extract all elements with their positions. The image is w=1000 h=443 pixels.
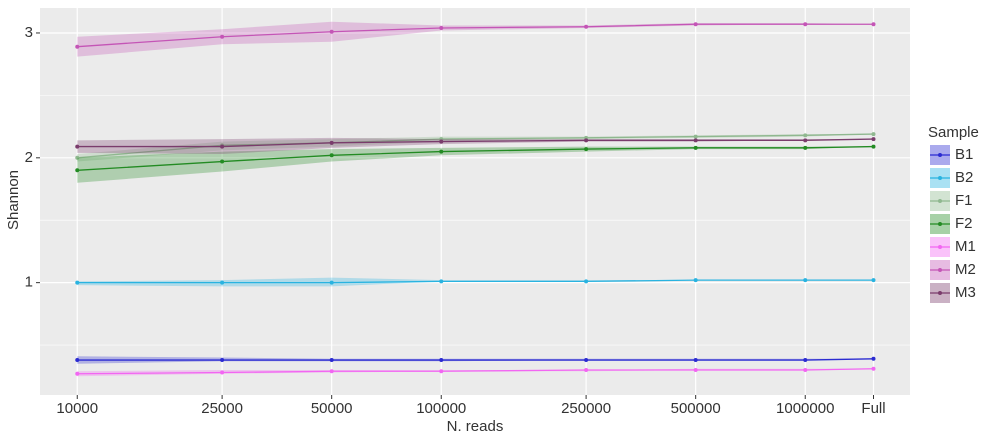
point	[803, 138, 808, 143]
ribbon	[77, 368, 874, 377]
point	[693, 134, 698, 139]
point	[803, 22, 808, 27]
line	[77, 358, 874, 361]
point	[803, 358, 808, 363]
point	[329, 140, 334, 145]
point	[329, 29, 334, 34]
x-tick-label: 250000	[561, 400, 611, 417]
point	[75, 144, 80, 149]
point	[439, 279, 444, 284]
ribbon	[77, 137, 874, 155]
point	[75, 371, 80, 376]
ribbon	[77, 146, 874, 183]
x-tick-label: 100000	[416, 400, 466, 417]
point	[220, 358, 225, 363]
legend-point	[938, 176, 942, 180]
point	[871, 137, 876, 142]
legend-point	[938, 268, 942, 272]
panel	[40, 8, 910, 395]
legend-label: F2	[955, 215, 973, 232]
point	[803, 278, 808, 283]
legend-point	[938, 199, 942, 203]
point	[584, 279, 589, 284]
legend-label: M3	[955, 284, 976, 301]
point	[871, 278, 876, 283]
point	[439, 358, 444, 363]
legend-title: Sample	[928, 124, 979, 141]
point	[693, 138, 698, 143]
point	[75, 168, 80, 173]
point	[220, 34, 225, 39]
ribbon	[77, 277, 874, 287]
point	[803, 133, 808, 138]
point	[439, 369, 444, 374]
x-tick-label: 500000	[671, 400, 721, 417]
line	[77, 368, 874, 375]
legend-label: F1	[955, 192, 973, 209]
point	[220, 144, 225, 149]
point	[329, 358, 334, 363]
legend-label: M1	[955, 238, 976, 255]
line	[77, 138, 874, 148]
point	[871, 356, 876, 361]
point	[220, 159, 225, 164]
x-axis-label: N. reads	[447, 418, 504, 435]
legend-label: B1	[955, 146, 973, 163]
x-tick-label: 50000	[311, 400, 353, 417]
point	[693, 145, 698, 150]
line	[77, 279, 874, 284]
point	[439, 149, 444, 154]
legend-label: B2	[955, 169, 973, 186]
point	[329, 280, 334, 285]
point	[693, 358, 698, 363]
point	[871, 132, 876, 137]
point	[871, 366, 876, 371]
legend-label: M2	[955, 261, 976, 278]
point	[871, 22, 876, 27]
point	[803, 368, 808, 373]
legend-point	[938, 153, 942, 157]
y-tick-label: 3	[25, 24, 33, 41]
point	[803, 145, 808, 150]
point	[75, 44, 80, 49]
point	[439, 25, 444, 30]
legend-point	[938, 291, 942, 295]
point	[329, 369, 334, 374]
point	[329, 153, 334, 158]
point	[439, 139, 444, 144]
point	[693, 278, 698, 283]
y-axis-label: Shannon	[5, 170, 22, 230]
line	[77, 133, 874, 159]
line	[77, 23, 874, 48]
point	[75, 280, 80, 285]
point	[584, 147, 589, 152]
legend-point	[938, 222, 942, 226]
ribbon	[77, 21, 874, 57]
point	[220, 280, 225, 285]
point	[584, 358, 589, 363]
line	[77, 145, 874, 171]
point	[75, 155, 80, 160]
legend-point	[938, 245, 942, 249]
x-tick-label: 10000	[56, 400, 98, 417]
point	[75, 358, 80, 363]
y-tick-label: 1	[25, 274, 33, 291]
point	[871, 144, 876, 149]
point	[220, 370, 225, 375]
x-tick-label: 1000000	[776, 400, 834, 417]
point	[584, 138, 589, 143]
point	[584, 24, 589, 29]
point	[693, 22, 698, 27]
point	[584, 368, 589, 373]
y-tick-label: 2	[25, 149, 33, 166]
x-tick-label: 25000	[201, 400, 243, 417]
ribbon	[77, 134, 874, 162]
point	[693, 368, 698, 373]
x-tick-label: Full	[861, 400, 885, 417]
